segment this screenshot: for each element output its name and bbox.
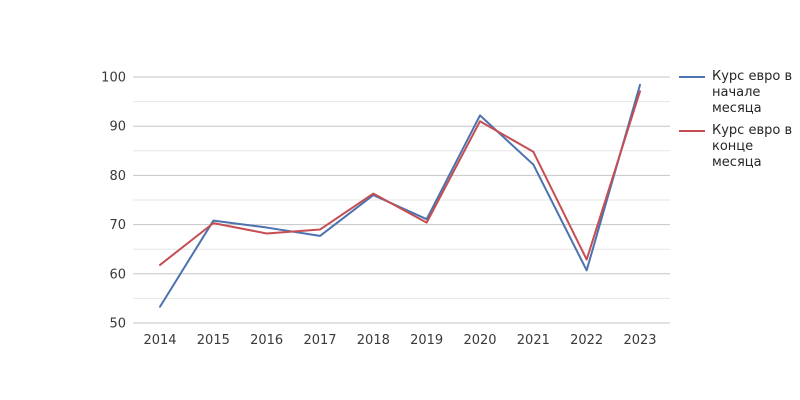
x-tick-label: 2021 — [517, 333, 550, 348]
y-tick-label: 90 — [109, 120, 126, 135]
x-tick-label: 2016 — [250, 333, 283, 348]
y-tick-label: 100 — [101, 71, 126, 86]
y-tick-label: 60 — [109, 267, 126, 282]
x-tick-label: 2015 — [197, 333, 230, 348]
x-tick-label: 2019 — [410, 333, 443, 348]
legend-label-series-1: Курс евро в конце месяца — [712, 123, 793, 170]
y-tick-label: 80 — [109, 169, 126, 184]
chart-legend: Курс евро в начале месяца Курс евро в ко… — [679, 69, 800, 171]
x-tick-label: 2014 — [143, 333, 176, 348]
x-tick-label: 2017 — [303, 333, 336, 348]
legend-item-series-1: Курс евро в конце месяца — [679, 123, 800, 171]
x-tick-label: 2020 — [463, 333, 496, 348]
x-tick-label: 2023 — [623, 333, 656, 348]
legend-item-series-0: Курс евро в начале месяца — [679, 69, 800, 117]
x-tick-label: 2018 — [357, 333, 390, 348]
legend-line-marker-blue — [679, 76, 705, 78]
legend-label-series-0: Курс евро в начале месяца — [712, 69, 793, 116]
legend-line-marker-red — [679, 130, 705, 132]
y-tick-label: 50 — [109, 317, 126, 332]
y-tick-label: 70 — [109, 218, 126, 233]
series-line-1 — [159, 90, 641, 266]
x-tick-label: 2022 — [570, 333, 603, 348]
